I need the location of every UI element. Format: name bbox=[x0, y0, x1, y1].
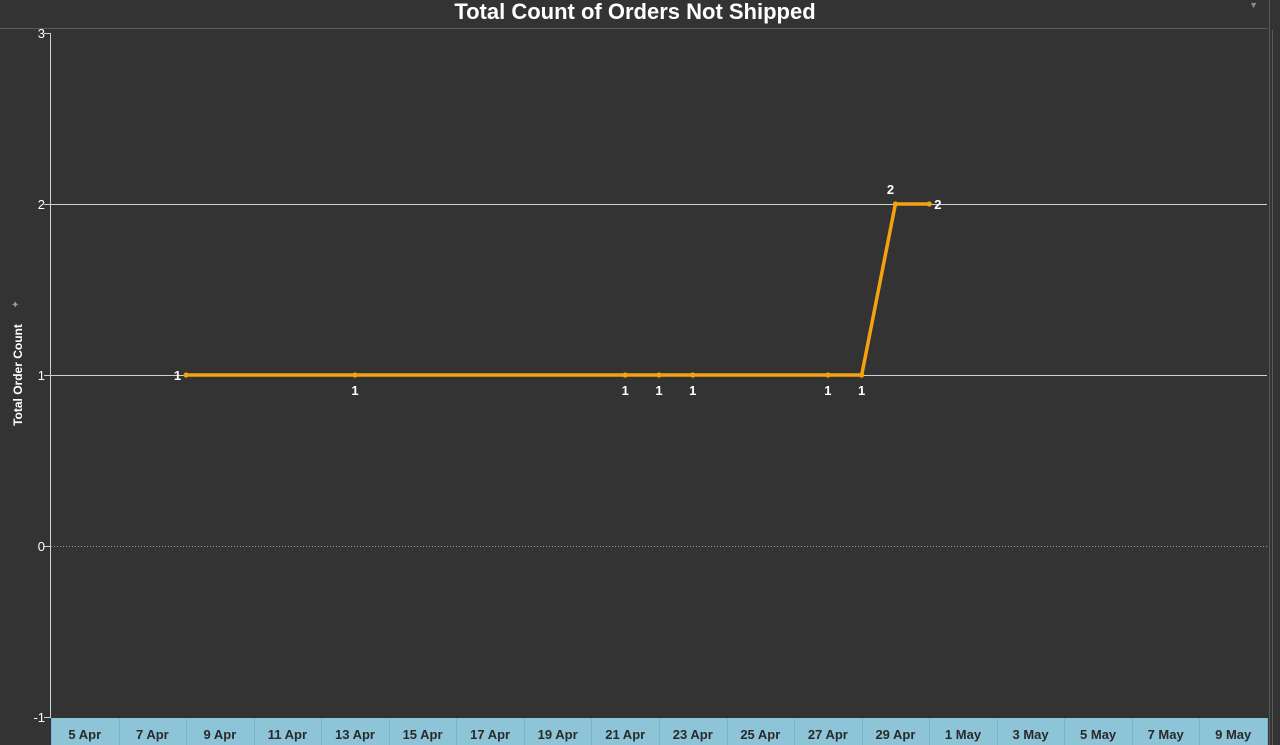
data-label: 1 bbox=[622, 383, 629, 398]
x-tick-label: 17 Apr bbox=[470, 727, 510, 742]
x-tick-label: 29 Apr bbox=[875, 727, 915, 742]
chart-title: Total Count of Orders Not Shipped bbox=[454, 0, 816, 24]
x-tick-label: 15 Apr bbox=[403, 727, 443, 742]
x-tick-label: 1 May bbox=[945, 727, 982, 742]
x-tick-label: 11 Apr bbox=[268, 727, 307, 742]
x-tick-label: 5 Apr bbox=[68, 727, 101, 742]
data-label: 1 bbox=[824, 383, 831, 398]
y-tick-label: 2 bbox=[38, 197, 45, 212]
pin-icon[interactable]: ✦ bbox=[11, 300, 20, 311]
x-tick-label: 5 May bbox=[1080, 727, 1117, 742]
x-tick-label: 7 Apr bbox=[136, 727, 169, 742]
data-point bbox=[892, 201, 899, 207]
data-point bbox=[690, 372, 696, 378]
x-tick-label: 13 Apr bbox=[335, 727, 375, 742]
data-point bbox=[183, 372, 189, 378]
y-tick-label: -1 bbox=[33, 710, 45, 725]
x-tick-label: 25 Apr bbox=[740, 727, 780, 742]
data-point bbox=[352, 372, 358, 378]
data-point bbox=[859, 372, 865, 378]
data-point bbox=[825, 372, 831, 378]
y-tick-label: 1 bbox=[38, 368, 45, 383]
x-tick-label: 9 Apr bbox=[204, 727, 237, 742]
y-axis-label: Total Order Count bbox=[11, 324, 25, 426]
x-tick-label: 21 Apr bbox=[605, 727, 645, 742]
data-label: 1 bbox=[174, 368, 181, 383]
data-label: 1 bbox=[858, 383, 865, 398]
title-bar bbox=[0, 0, 1268, 29]
data-label: 2 bbox=[887, 182, 894, 197]
y-tick-label: 3 bbox=[38, 26, 45, 41]
chevron-down-icon[interactable]: ▼ bbox=[1249, 0, 1258, 10]
panel-divider bbox=[1269, 0, 1270, 745]
data-label: 1 bbox=[351, 383, 358, 398]
x-tick-label: 27 Apr bbox=[808, 727, 848, 742]
data-label: 1 bbox=[655, 383, 662, 398]
x-tick-label: 19 Apr bbox=[538, 727, 578, 742]
scrollbar-track[interactable] bbox=[1272, 30, 1273, 745]
series-line bbox=[184, 202, 931, 377]
x-tick-label: 9 May bbox=[1215, 727, 1252, 742]
data-point bbox=[622, 372, 628, 378]
x-tick-label: 7 May bbox=[1148, 727, 1185, 742]
data-label: 1 bbox=[689, 383, 696, 398]
data-point bbox=[656, 372, 662, 378]
data-point bbox=[926, 201, 932, 207]
y-tick-label: 0 bbox=[38, 539, 45, 554]
data-label: 2 bbox=[934, 197, 941, 212]
x-tick-label: 23 Apr bbox=[673, 727, 713, 742]
x-tick-label: 3 May bbox=[1012, 727, 1049, 742]
